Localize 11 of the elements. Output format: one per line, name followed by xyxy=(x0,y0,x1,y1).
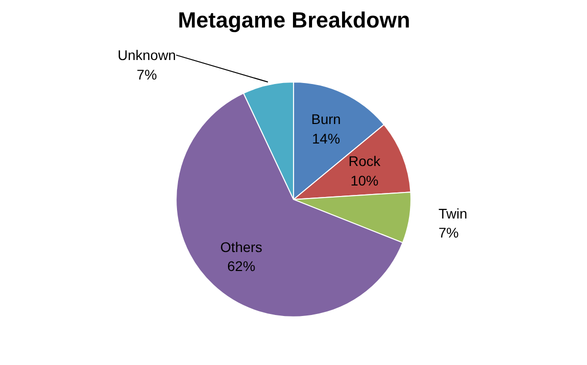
data-label: 7% xyxy=(438,224,459,241)
data-label: 7% xyxy=(136,66,157,82)
slice-label: Rock xyxy=(348,153,382,170)
data-label: 14% xyxy=(312,130,340,146)
chart-title: Metagame Breakdown xyxy=(178,8,410,32)
slice-label: Others xyxy=(220,238,262,255)
slice-label: Twin xyxy=(438,205,468,222)
slice-label: Unknown xyxy=(118,47,176,64)
slice-label: Burn xyxy=(311,111,341,128)
data-label: 62% xyxy=(227,258,256,274)
data-label: 10% xyxy=(350,172,379,188)
